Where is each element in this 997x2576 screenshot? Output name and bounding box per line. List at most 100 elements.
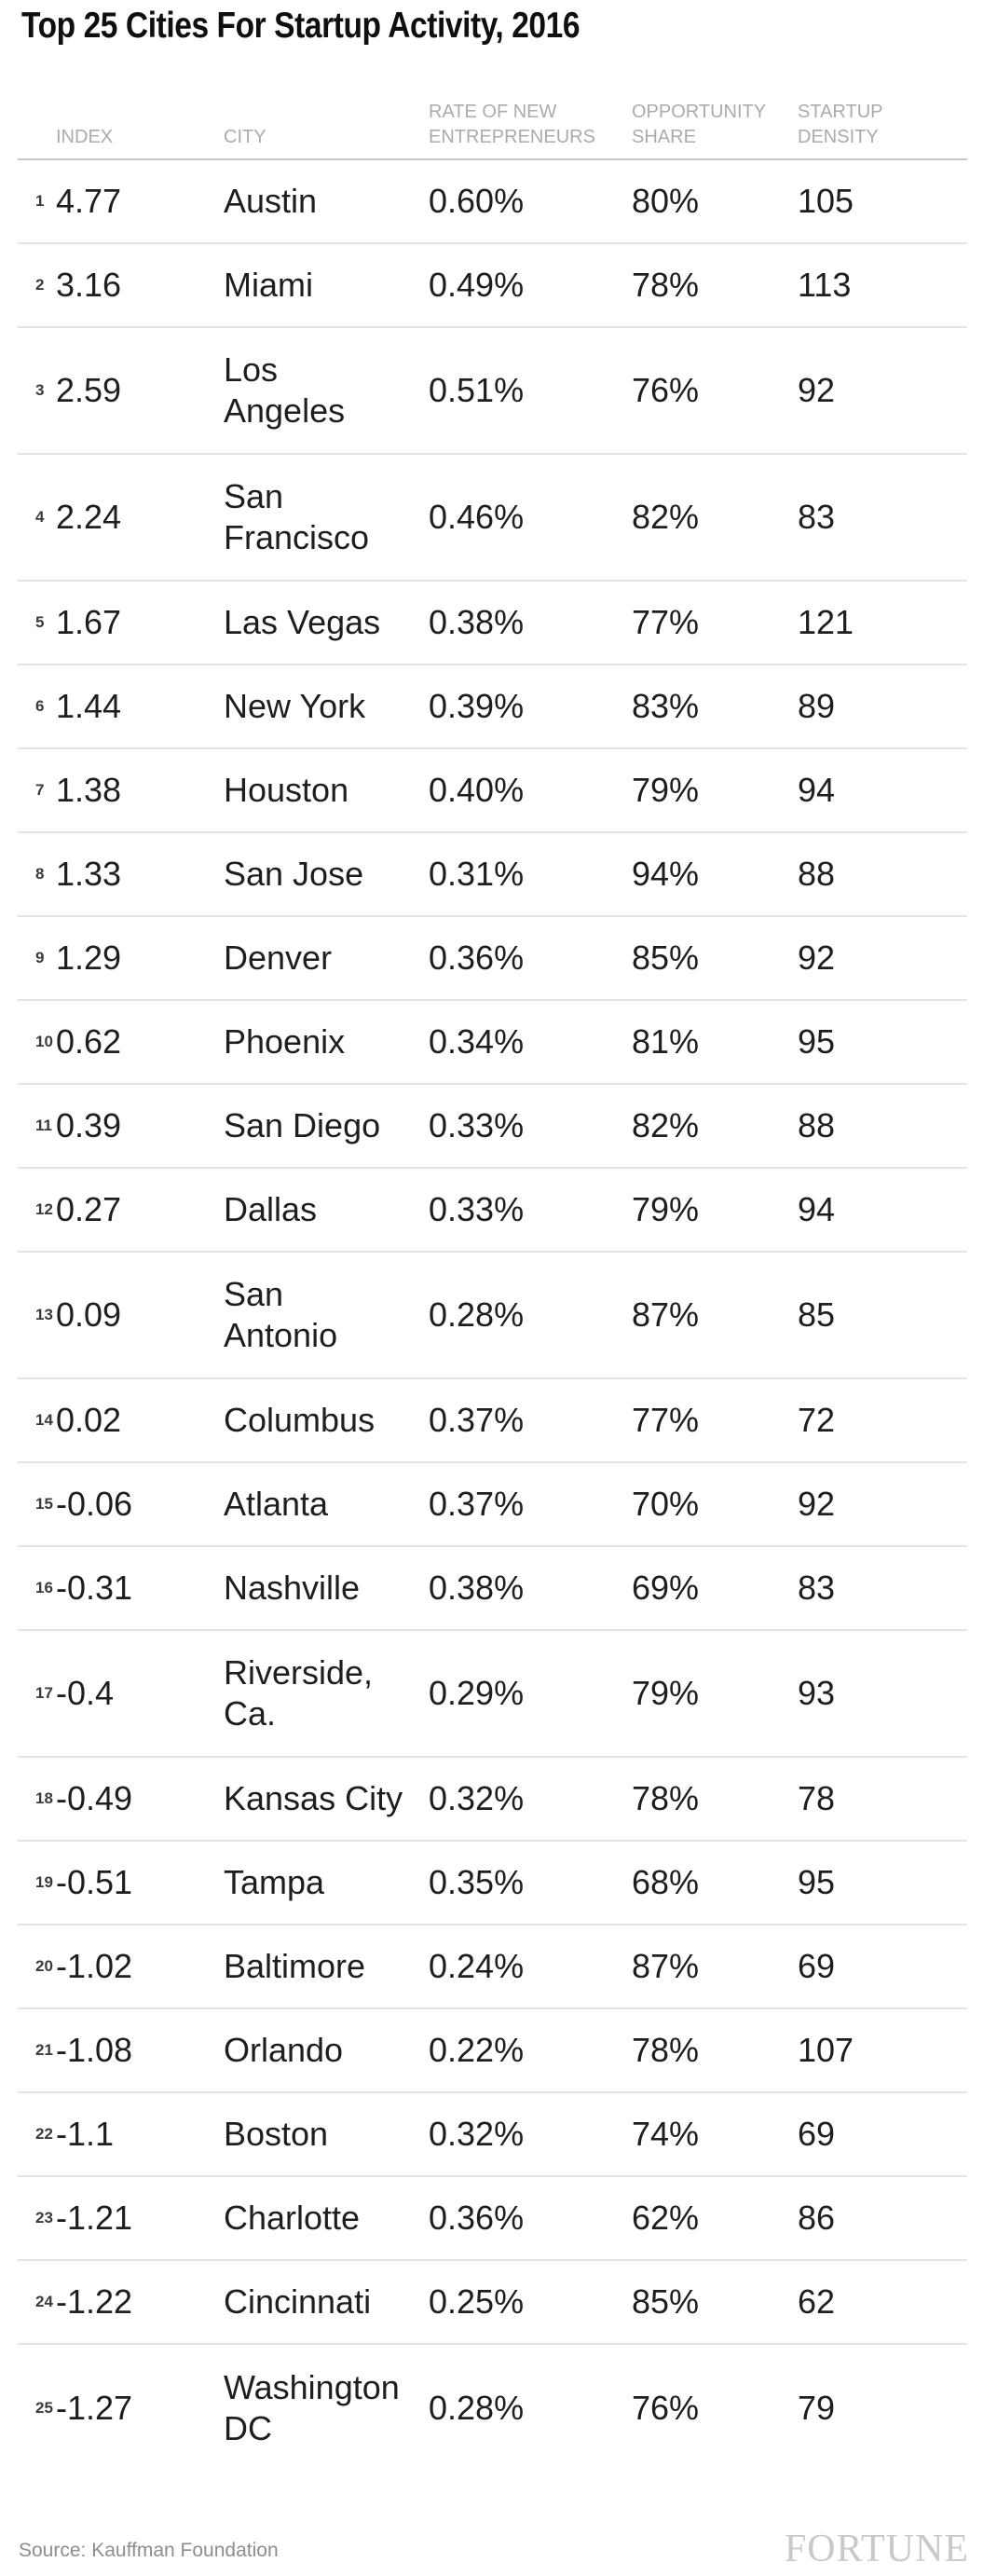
row-opportunity-share: 69% (632, 1569, 700, 1607)
row-index-value: 0.27 (56, 1190, 122, 1228)
row-rate-of-new-entrepreneurs: 0.33% (429, 1190, 525, 1228)
row-opportunity-share: 81% (632, 1022, 700, 1061)
table-row: 7 1.38 Houston 0.40% 79% 94 (18, 749, 967, 833)
row-index-value: -1.22 (56, 2282, 133, 2321)
row-rate-of-new-entrepreneurs: 0.38% (429, 603, 525, 641)
table-row: 2 3.16 Miami 0.49% 78% 113 (18, 244, 967, 328)
row-index-value: -1.02 (56, 1947, 133, 1985)
row-city: New York (224, 687, 366, 725)
table-row: 4 2.24 San Francisco 0.46% 82% 83 (18, 455, 967, 582)
table-row: 9 1.29 Denver 0.36% 85% 92 (18, 917, 967, 1001)
table-row: 5 1.67 Las Vegas 0.38% 77% 121 (18, 582, 967, 665)
header-index: INDEX (56, 127, 114, 147)
row-city: Kansas City (224, 1779, 403, 1817)
row-startup-density: 69 (798, 1947, 836, 1985)
row-city: Nashville (224, 1569, 361, 1607)
table-row: 17 -0.4 Riverside, Ca. 0.29% 79% 93 (18, 1631, 967, 1758)
row-city: Houston (224, 771, 349, 809)
row-rank: 3 (35, 381, 45, 399)
table-row: 8 1.33 San Jose 0.31% 94% 88 (18, 833, 967, 917)
row-rate-of-new-entrepreneurs: 0.34% (429, 1022, 525, 1061)
row-startup-density: 94 (798, 1190, 836, 1228)
row-index-value: 4.77 (56, 182, 122, 220)
row-rank: 24 (35, 2293, 53, 2310)
row-opportunity-share: 87% (632, 1295, 700, 1334)
table-row: 23 -1.21 Charlotte 0.36% 62% 86 (18, 2177, 967, 2261)
row-index-value: 0.39 (56, 1106, 122, 1144)
table-row: 3 2.59 Los Angeles 0.51% 76% 92 (18, 328, 967, 455)
row-startup-density: 89 (798, 687, 836, 725)
row-opportunity-share: 82% (632, 498, 700, 536)
row-city: San Jose (224, 855, 364, 893)
row-rank: 14 (35, 1411, 53, 1429)
row-index-value: -0.51 (56, 1863, 133, 1901)
row-city: Dallas (224, 1190, 318, 1228)
row-rate-of-new-entrepreneurs: 0.46% (429, 498, 525, 536)
header-startup-density: STARTUP DENSITY (798, 102, 883, 147)
row-startup-density: 83 (798, 498, 836, 536)
row-rank: 15 (35, 1495, 53, 1513)
row-rank: 17 (35, 1684, 53, 1702)
row-startup-density: 88 (798, 1106, 836, 1144)
header-city: CITY (224, 127, 266, 147)
table-row: 13 0.09 San Antonio 0.28% 87% 85 (18, 1253, 967, 1379)
row-opportunity-share: 79% (632, 1674, 700, 1712)
row-index-value: 1.67 (56, 603, 122, 641)
header-rate-of-new-entrepreneurs: RATE OF NEW ENTREPRENEURS (429, 102, 595, 147)
table-row: 21 -1.08 Orlando 0.22% 78% 107 (18, 2009, 967, 2093)
row-opportunity-share: 85% (632, 2282, 700, 2321)
row-city: Baltimore (224, 1947, 366, 1985)
row-city: Boston (224, 2115, 329, 2153)
row-startup-density: 95 (798, 1863, 836, 1901)
page-title: Top 25 Cities For Startup Activity, 2016 (21, 6, 580, 46)
row-rate-of-new-entrepreneurs: 0.40% (429, 771, 525, 809)
row-index-value: 1.29 (56, 939, 122, 977)
row-rank: 16 (35, 1579, 53, 1596)
row-city: Austin (224, 182, 318, 220)
row-opportunity-share: 76% (632, 371, 700, 409)
row-startup-density: 86 (798, 2199, 836, 2237)
row-opportunity-share: 79% (632, 1190, 700, 1228)
startup-activity-table: INDEX CITY RATE OF NEW ENTREPRENEURS OPP… (18, 47, 967, 2472)
row-city: San Francisco (224, 477, 370, 556)
table-row: 10 0.62 Phoenix 0.34% 81% 95 (18, 1001, 967, 1085)
row-startup-density: 113 (798, 266, 852, 304)
row-rate-of-new-entrepreneurs: 0.33% (429, 1106, 525, 1144)
table-header-row: INDEX CITY RATE OF NEW ENTREPRENEURS OPP… (18, 47, 967, 160)
row-rank: 12 (35, 1200, 53, 1218)
row-startup-density: 79 (798, 2389, 836, 2427)
row-opportunity-share: 76% (632, 2389, 700, 2427)
row-index-value: 1.33 (56, 855, 122, 893)
row-index-value: 1.44 (56, 687, 122, 725)
row-index-value: -1.08 (56, 2031, 133, 2069)
row-rank: 5 (35, 613, 45, 631)
row-index-value: 0.62 (56, 1022, 122, 1061)
row-opportunity-share: 74% (632, 2115, 700, 2153)
row-city: Riverside, Ca. (224, 1653, 374, 1733)
row-opportunity-share: 77% (632, 603, 700, 641)
row-rank: 4 (35, 508, 45, 526)
row-index-value: -1.21 (56, 2199, 133, 2237)
source-note: Source: Kauffman Foundation (19, 2540, 279, 2561)
row-opportunity-share: 79% (632, 771, 700, 809)
table-row: 6 1.44 New York 0.39% 83% 89 (18, 665, 967, 749)
table-row: 18 -0.49 Kansas City 0.32% 78% 78 (18, 1758, 967, 1842)
row-rate-of-new-entrepreneurs: 0.28% (429, 1295, 525, 1334)
row-opportunity-share: 80% (632, 182, 700, 220)
table-row: 15 -0.06 Atlanta 0.37% 70% 92 (18, 1463, 967, 1547)
row-startup-density: 107 (798, 2031, 854, 2069)
row-startup-density: 92 (798, 1485, 836, 1523)
row-startup-density: 121 (798, 603, 854, 641)
table-row: 20 -1.02 Baltimore 0.24% 87% 69 (18, 1925, 967, 2009)
row-rate-of-new-entrepreneurs: 0.32% (429, 2115, 525, 2153)
row-rank: 19 (35, 1873, 53, 1891)
row-rank: 22 (35, 2125, 53, 2143)
row-startup-density: 92 (798, 939, 836, 977)
row-opportunity-share: 62% (632, 2199, 700, 2237)
row-startup-density: 92 (798, 371, 836, 409)
row-startup-density: 95 (798, 1022, 836, 1061)
row-opportunity-share: 94% (632, 855, 700, 893)
row-rank: 18 (35, 1789, 53, 1807)
row-rate-of-new-entrepreneurs: 0.36% (429, 939, 525, 977)
row-city: Orlando (224, 2031, 344, 2069)
